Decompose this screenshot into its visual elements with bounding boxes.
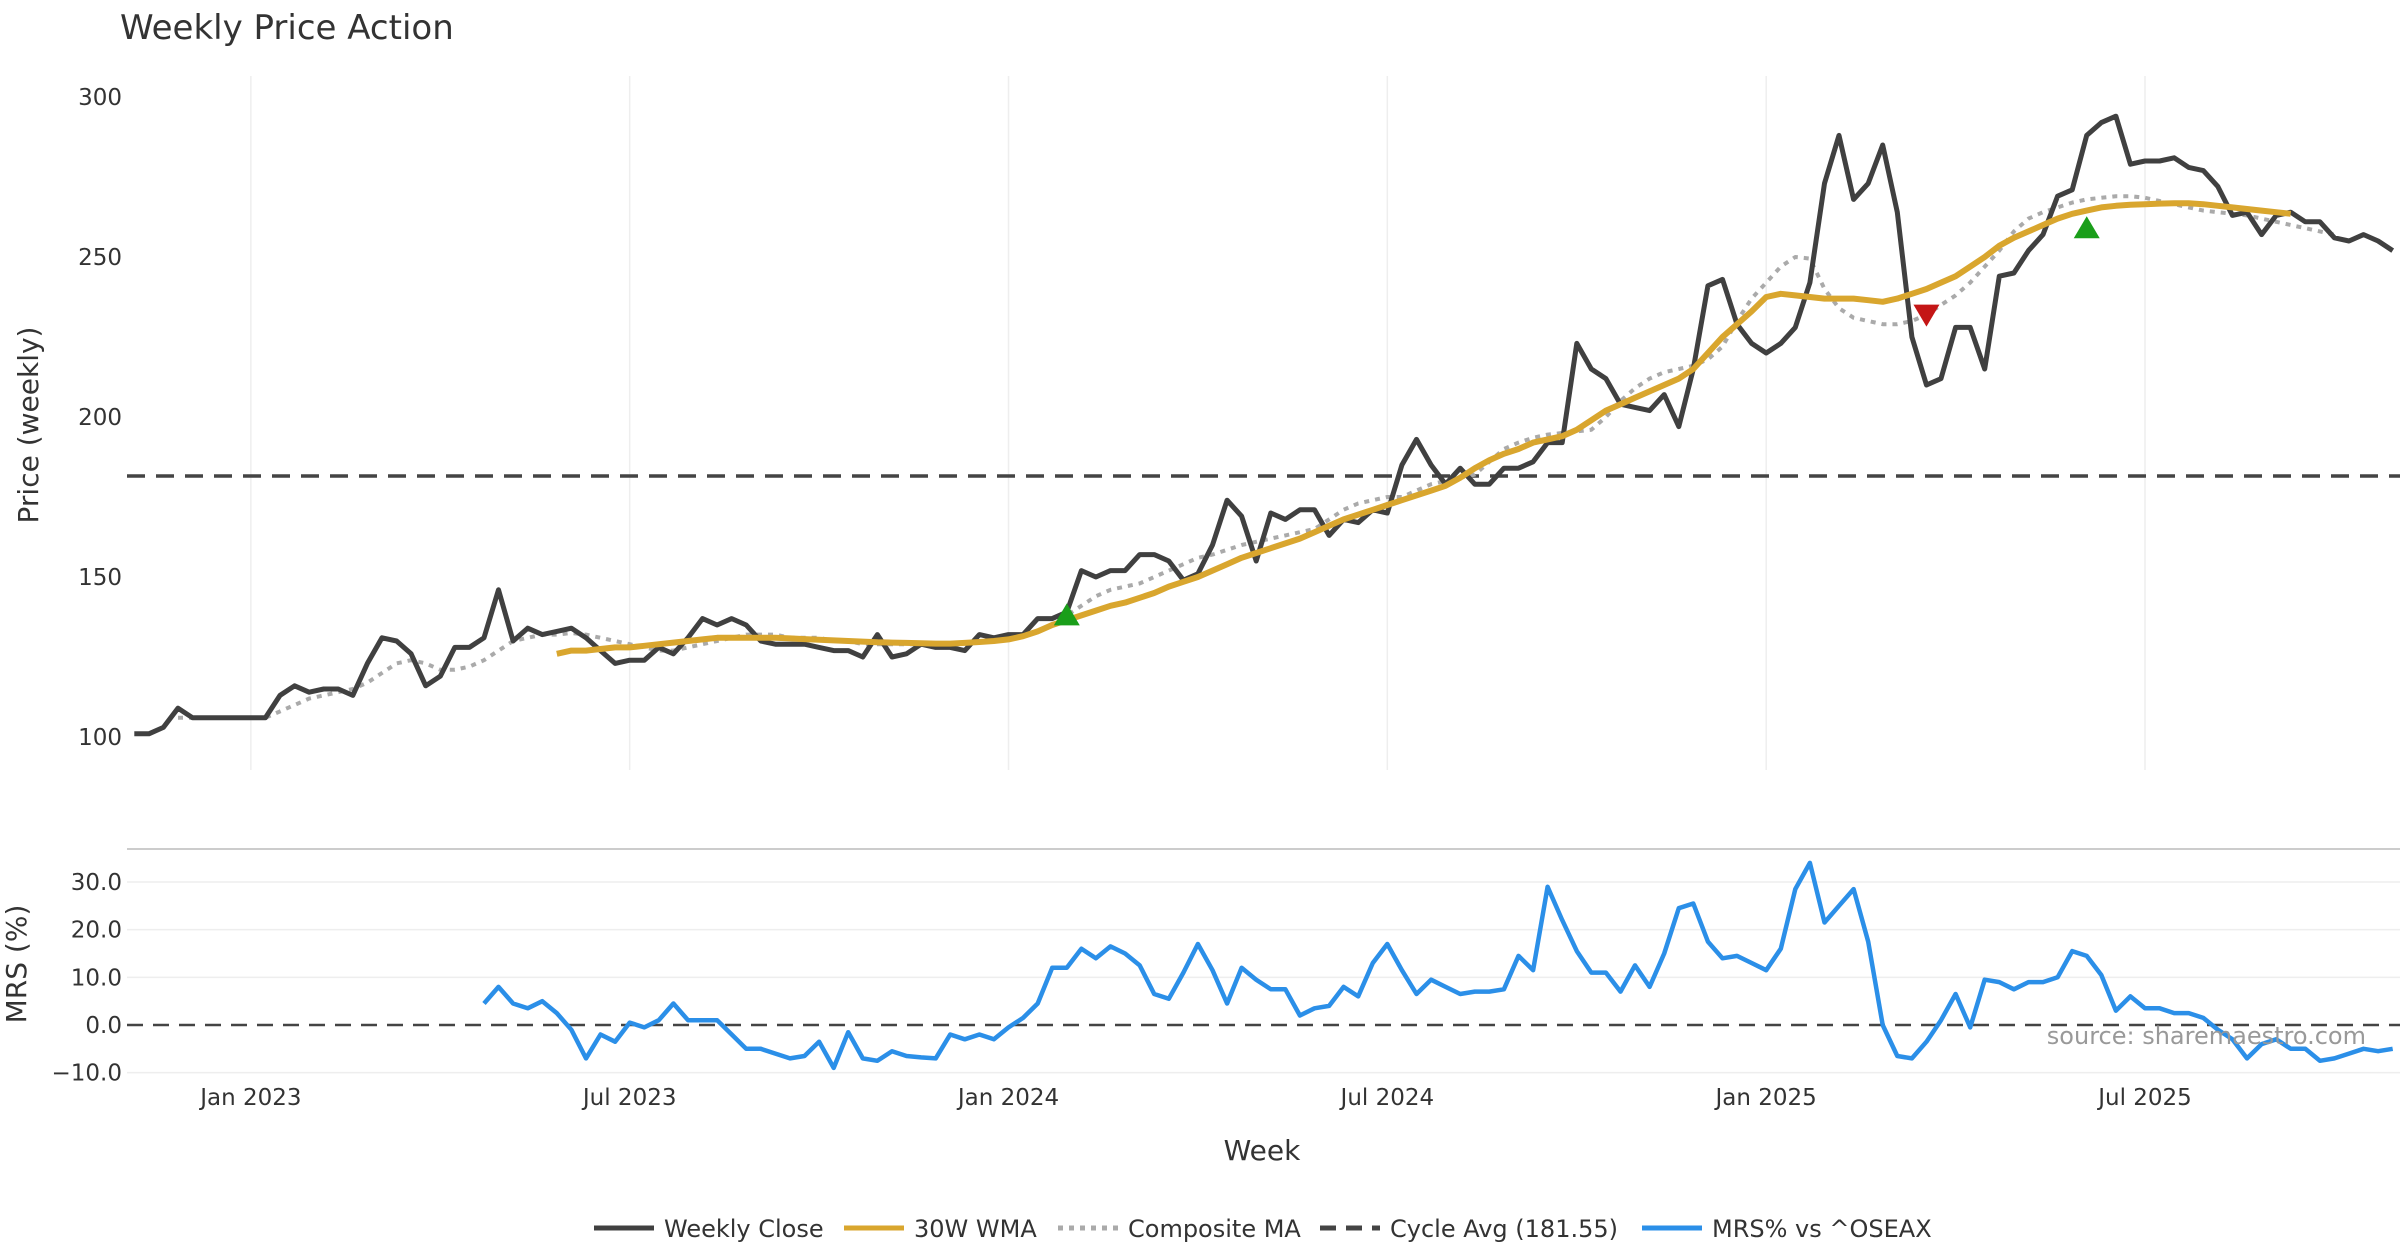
- composite-ma-line: [178, 194, 2335, 720]
- x-tick-label: Jan 2025: [1714, 1085, 1817, 1111]
- chart-title: Weekly Price Action: [120, 8, 454, 48]
- legend-item: MRS% vs ^OSEAX: [1642, 1215, 1932, 1243]
- mrs-line: [482, 860, 2394, 1071]
- x-tick-label: Jan 2023: [198, 1085, 301, 1111]
- mrs-y-tick: 30.0: [71, 870, 122, 896]
- price-y-ticks: 100 150 200 250 300: [78, 85, 122, 751]
- legend: Weekly Close 30W WMA Composite MA Cycle Avg…: [594, 1215, 1932, 1243]
- price-grid: [250, 76, 2146, 770]
- mrs-y-tick: 20.0: [71, 918, 122, 944]
- price-y-tick: 200: [78, 405, 122, 431]
- mrs-series: [127, 860, 2400, 1071]
- x-ticks: Jan 2023 Jul 2023 Jan 2024 Jul 2024 Jan 2025…: [198, 1085, 2192, 1111]
- legend-item: Composite MA: [1058, 1215, 1301, 1243]
- legend-item: Cycle Avg (181.55): [1320, 1215, 1618, 1243]
- x-tick-label: Jul 2024: [1339, 1085, 1435, 1111]
- x-tick-label: Jul 2025: [2096, 1085, 2192, 1111]
- price-y-tick: 250: [78, 245, 122, 271]
- legend-item: 30W WMA: [844, 1215, 1037, 1243]
- sell-signal-marker: [1913, 304, 1940, 327]
- price-y-tick: 100: [78, 725, 122, 751]
- price-series: [127, 113, 2400, 737]
- price-y-tick: 300: [78, 85, 122, 111]
- signal-markers: [1053, 216, 2100, 626]
- legend-label: 30W WMA: [914, 1215, 1037, 1243]
- price-y-tick: 150: [78, 565, 122, 591]
- buy-signal-marker: [1053, 603, 1080, 626]
- mrs-grid: [127, 881, 2400, 1074]
- x-tick-label: Jul 2023: [581, 1085, 677, 1111]
- buy-signal-marker: [2073, 216, 2100, 239]
- x-tick-label: Jan 2024: [956, 1085, 1059, 1111]
- legend-label: MRS% vs ^OSEAX: [1712, 1215, 1932, 1243]
- mrs-y-tick: 0.0: [85, 1013, 122, 1039]
- legend-label: Weekly Close: [664, 1215, 824, 1243]
- legend-label: Composite MA: [1128, 1215, 1301, 1243]
- legend-label: Cycle Avg (181.55): [1390, 1215, 1618, 1243]
- weekly-close-line: [134, 113, 2395, 737]
- source-note: source: sharemaestro.com: [2047, 1022, 2366, 1050]
- mrs-y-label: MRS (%): [0, 905, 33, 1024]
- x-axis-label: Week: [1224, 1134, 1301, 1167]
- mrs-y-tick: 10.0: [71, 965, 122, 991]
- legend-item: Weekly Close: [594, 1215, 824, 1243]
- mrs-y-tick: −10.0: [52, 1061, 122, 1087]
- mrs-y-ticks: 30.0 20.0 10.0 0.0 −10.0: [52, 870, 122, 1087]
- wma-30w-line: [556, 200, 2292, 657]
- price-y-label: Price (weekly): [12, 327, 45, 524]
